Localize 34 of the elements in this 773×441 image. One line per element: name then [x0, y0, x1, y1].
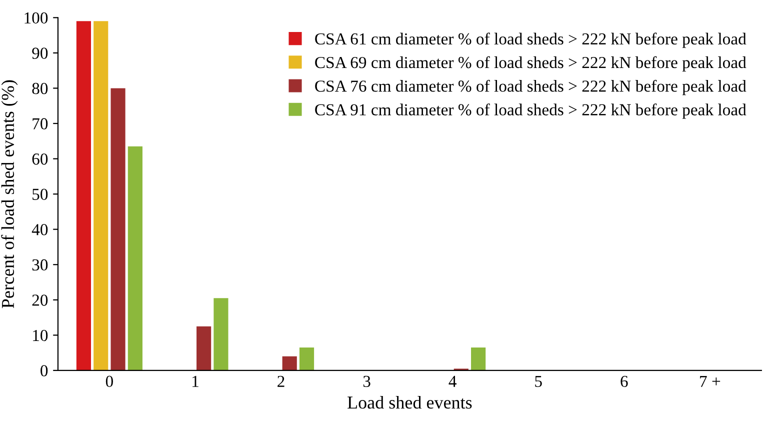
- y-tick-label: 0: [40, 365, 48, 376]
- x-tick-label: 5: [535, 376, 542, 388]
- x-tick-label: 7 +: [700, 376, 720, 387]
- bar: [94, 21, 108, 370]
- x-tick-label: 4: [448, 376, 456, 387]
- bar: [471, 348, 486, 370]
- bar: [128, 146, 142, 370]
- y-tick-label: 90: [32, 48, 48, 59]
- y-tick-label: 50: [32, 188, 48, 200]
- legend-label: CSA 76 cm diameter % of load sheds > 222 kN before peak load: [315, 80, 746, 96]
- y-tick-label: 60: [32, 153, 48, 165]
- x-tick-label: 0: [106, 376, 113, 388]
- bar: [196, 326, 212, 370]
- bar: [282, 356, 297, 370]
- y-tick-label: 30: [32, 259, 48, 271]
- x-tick-label: 6: [620, 376, 628, 388]
- y-tick-label: 100: [24, 12, 48, 24]
- y-tick-label: 40: [32, 224, 48, 236]
- y-tick-label: 80: [32, 82, 48, 94]
- bar: [299, 348, 314, 370]
- x-tick-label: 2: [278, 376, 284, 387]
- y-tick-label: 10: [33, 330, 48, 342]
- x-tick-label: 1: [192, 376, 198, 387]
- legend-label: CSA 91 cm diameter % of load sheds > 222 kN before peak load: [315, 103, 746, 119]
- legend-label: CSA 69 cm diameter % of load sheds > 222 kN before peak load: [315, 56, 746, 72]
- y-tick-label: 70: [32, 118, 48, 130]
- y-axis-title: Percent of load shed events (%): [1, 80, 18, 308]
- bar: [214, 298, 228, 370]
- y-tick-label: 20: [32, 294, 48, 306]
- bar: [76, 21, 91, 370]
- x-tick-label: 3: [363, 376, 370, 388]
- x-axis-title: Load shed events: [348, 396, 472, 409]
- bar: [110, 88, 126, 370]
- legend-label: CSA 61 cm diameter % of load sheds > 222 kN before peak load: [315, 32, 746, 48]
